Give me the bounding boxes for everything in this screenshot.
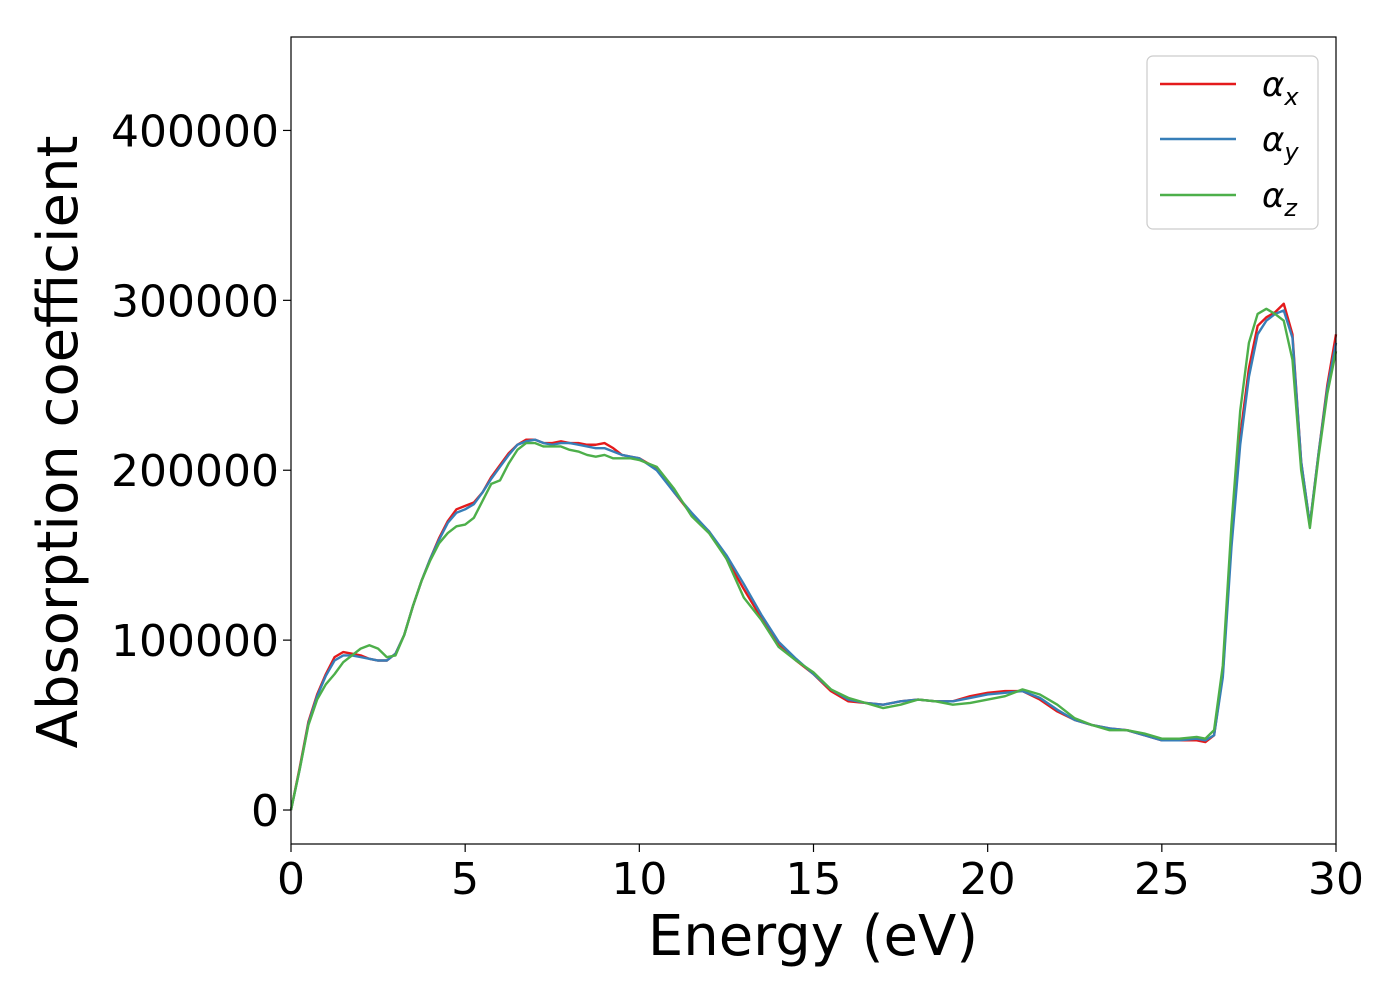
- y-tick-label: 400000: [111, 106, 279, 157]
- y-axis-label: Absorption coefficient: [26, 136, 91, 749]
- series-layer: [289, 302, 1338, 811]
- x-tick-label: 25: [1134, 854, 1190, 905]
- x-tick-label: 30: [1308, 854, 1364, 905]
- x-tick-label: 10: [611, 854, 667, 905]
- legend-label-x: αx: [1262, 65, 1299, 111]
- legend-frame: [1146, 55, 1319, 230]
- series-line-z: [289, 307, 1338, 811]
- y-tick-label: 100000: [111, 616, 279, 667]
- x-tick-label: 0: [277, 854, 305, 905]
- y-tick-label: 0: [251, 786, 279, 837]
- x-axis-label: Energy (eV): [648, 904, 978, 969]
- x-tick-label: 20: [960, 854, 1016, 905]
- x-tick-label: 15: [786, 854, 842, 905]
- x-tick-label: 5: [451, 854, 479, 905]
- x-axis-ticks: 0 5 10 15 20 25 30: [277, 844, 1364, 905]
- y-axis-ticks: 0 100000 200000 300000 400000: [111, 106, 291, 837]
- legend-label-y: αy: [1262, 120, 1299, 166]
- y-tick-label: 300000: [111, 276, 279, 327]
- y-tick-label: 200000: [111, 446, 279, 497]
